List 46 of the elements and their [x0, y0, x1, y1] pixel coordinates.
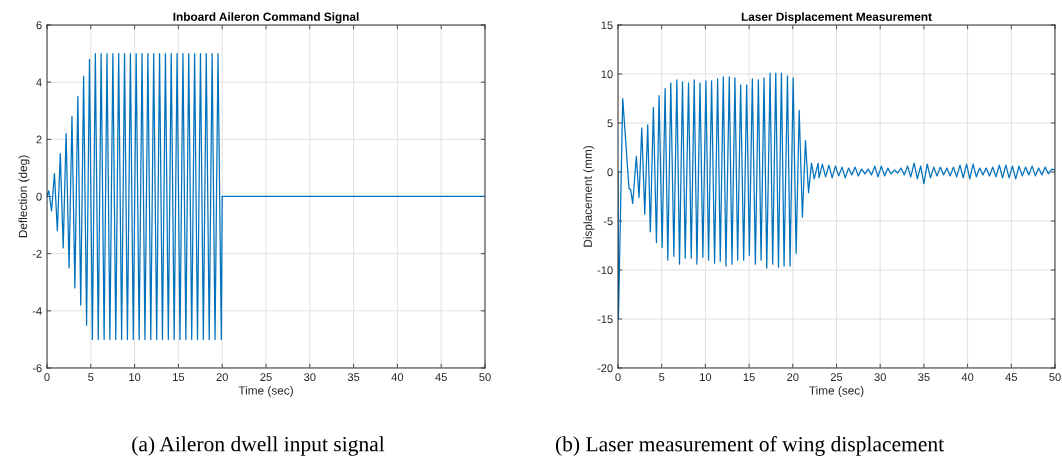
x-tick-label: 30	[874, 373, 886, 382]
chart-title: Inboard Aileron Command Signal	[173, 12, 359, 24]
x-tick-label: 10	[700, 373, 712, 382]
y-tick-label: 2	[36, 135, 42, 144]
x-tick-label: 5	[88, 373, 94, 382]
y-tick-label: 15	[601, 21, 613, 30]
y-tick-label: 6	[36, 21, 42, 30]
x-tick-label: 0	[615, 373, 621, 382]
x-tick-label: 50	[1049, 373, 1061, 382]
y-tick-label: -15	[597, 315, 613, 324]
x-tick-label: 25	[260, 373, 272, 382]
x-tick-label: 50	[479, 373, 491, 382]
x-tick-label: 10	[129, 373, 141, 382]
x-tick-label: 15	[743, 373, 755, 382]
x-tick-label: 40	[961, 373, 974, 382]
y-tick-label: 0	[607, 168, 613, 177]
x-tick-label: 5	[659, 373, 665, 382]
x-tick-label: 45	[435, 373, 447, 382]
x-tick-label: 20	[787, 373, 799, 382]
text: (b) Laser measurement of wing displacement	[555, 436, 945, 456]
x-tick-label: 0	[44, 373, 50, 382]
y-axis-title: Deflection (deg)	[18, 155, 30, 238]
x-tick-label: 35	[918, 373, 930, 382]
x-axis-title: Time (sec)	[238, 386, 293, 397]
y-tick-label: 10	[601, 70, 613, 79]
y-axis-title: Displacement (mm)	[583, 146, 595, 247]
y-tick-label: -2	[32, 249, 42, 258]
y-tick-label: -10	[597, 266, 613, 275]
x-tick-label: 30	[304, 373, 316, 382]
y-tick-label: -20	[597, 364, 613, 373]
x-tick-label: 20	[216, 373, 228, 382]
y-tick-label: 4	[36, 78, 42, 87]
x-tick-label: 35	[347, 373, 360, 382]
y-tick-label: 5	[607, 119, 613, 128]
x-tick-label: 15	[173, 373, 185, 382]
y-tick-label: -5	[603, 217, 613, 226]
x-tick-label: 45	[1005, 373, 1018, 382]
chart-title: Laser Displacement Measurement	[741, 12, 932, 24]
x-tick-label: 25	[830, 373, 843, 382]
y-tick-label: -6	[32, 364, 42, 373]
x-tick-label: 40	[391, 373, 404, 382]
text: (a) Aileron dwell input signal	[132, 436, 385, 456]
y-tick-label: 0	[36, 192, 42, 201]
y-tick-label: -4	[32, 307, 42, 315]
x-axis-title: Time (sec)	[809, 386, 864, 397]
line-series	[47, 52, 485, 341]
